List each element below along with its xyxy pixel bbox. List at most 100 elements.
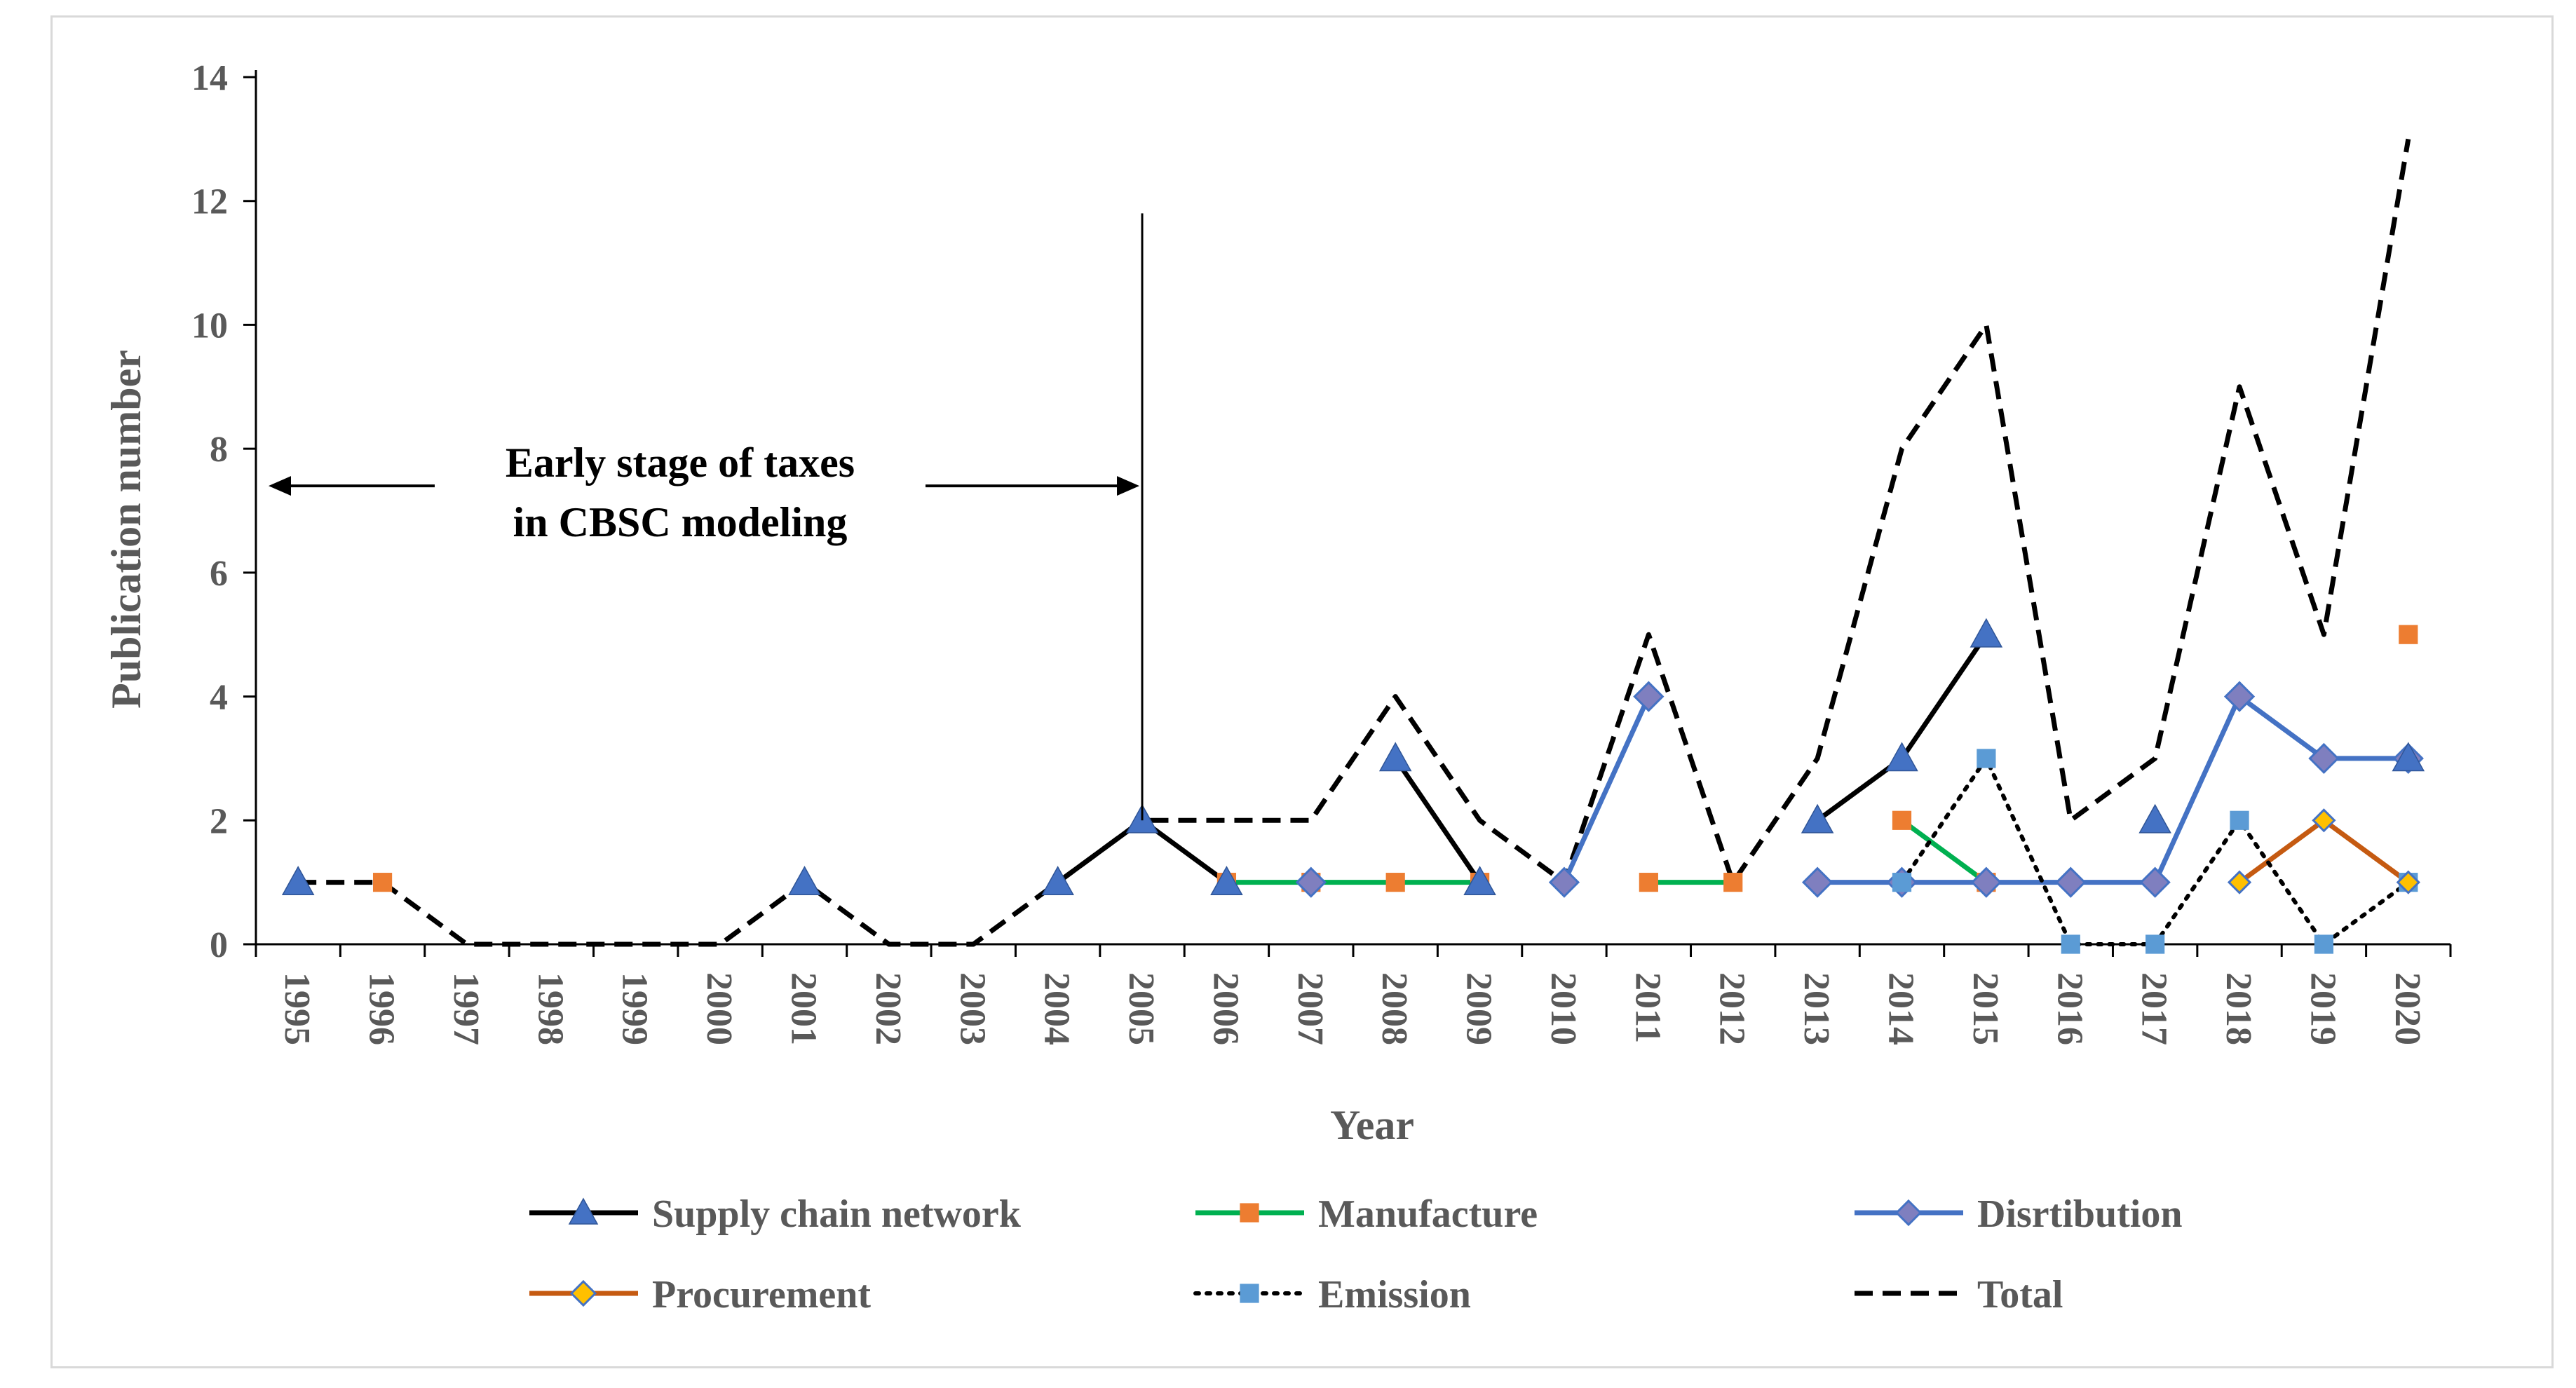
annotation-text-line2: in CBSC modeling bbox=[513, 499, 848, 545]
x-tick-label: 2009 bbox=[1459, 972, 1499, 1045]
data-point-disrtibution bbox=[2055, 866, 2087, 898]
x-tick-label: 2016 bbox=[2049, 972, 2089, 1045]
data-point-disrtibution bbox=[1633, 681, 1665, 712]
data-point-supply-chain-network bbox=[281, 866, 315, 895]
series-line-supply-chain-network bbox=[1393, 756, 1482, 884]
data-point-manufacture bbox=[1385, 873, 1405, 892]
x-tick-label: 1998 bbox=[530, 972, 570, 1045]
data-point-disrtibution bbox=[2223, 681, 2256, 712]
data-point-emission bbox=[1977, 749, 1996, 768]
x-tick-label: 2001 bbox=[784, 972, 824, 1045]
x-tick-label: 2014 bbox=[1881, 972, 1921, 1045]
legend-label-procurement: Procurement bbox=[652, 1273, 871, 1316]
series-line-supply-chain-network bbox=[1816, 633, 1988, 823]
series-line-disrtibution bbox=[1817, 694, 2408, 885]
x-tick-label: 2012 bbox=[1712, 972, 1752, 1045]
data-point-disrtibution bbox=[1548, 866, 1580, 898]
x-tick-label: 2003 bbox=[952, 972, 992, 1045]
x-tick-label: 2002 bbox=[868, 972, 908, 1045]
series-line-disrtibution bbox=[1561, 695, 1651, 884]
data-point-emission bbox=[2230, 810, 2249, 830]
data-point-supply-chain-network bbox=[1210, 866, 1243, 895]
x-tick-label: 2017 bbox=[2134, 972, 2174, 1045]
legend-label-manufacture: Manufacture bbox=[1318, 1192, 1538, 1236]
y-tick-label: 4 bbox=[210, 678, 228, 718]
legend-marker-supply-chain-network bbox=[568, 1197, 599, 1225]
data-point-emission bbox=[1892, 873, 1912, 892]
data-point-supply-chain-network bbox=[2138, 803, 2171, 834]
data-point-manufacture bbox=[372, 873, 393, 892]
data-point-manufacture bbox=[1639, 873, 1658, 892]
x-tick-label: 1999 bbox=[615, 972, 655, 1045]
data-point-manufacture bbox=[1723, 873, 1743, 892]
legend-label-supply-chain-network: Supply chain network bbox=[652, 1192, 1022, 1236]
legend-item-manufacture: Manufacture bbox=[1195, 1192, 1538, 1236]
data-point-emission bbox=[2314, 934, 2334, 954]
legend-item-emission: Emission bbox=[1193, 1273, 1471, 1316]
x-tick-label: 2013 bbox=[1796, 972, 1836, 1045]
x-tick-label: 2006 bbox=[1205, 972, 1245, 1045]
x-axis-title: Year bbox=[1330, 1102, 1414, 1148]
data-point-supply-chain-network bbox=[1463, 866, 1496, 895]
x-tick-label: 2000 bbox=[699, 972, 739, 1045]
data-point-emission bbox=[2061, 934, 2080, 954]
x-tick-label: 2011 bbox=[1627, 972, 1667, 1043]
legend-label-emission: Emission bbox=[1318, 1273, 1471, 1316]
x-tick-label: 1996 bbox=[362, 972, 402, 1045]
x-tick-label: 2005 bbox=[1121, 972, 1161, 1045]
y-tick-label: 6 bbox=[210, 554, 228, 594]
y-axis-title: Publication number bbox=[103, 350, 149, 709]
data-point-supply-chain-network bbox=[2392, 742, 2425, 772]
y-tick-label: 14 bbox=[191, 58, 228, 98]
data-point-supply-chain-network bbox=[788, 866, 821, 895]
legend-label-total: Total bbox=[1977, 1273, 2063, 1316]
x-tick-label: 2007 bbox=[1290, 972, 1330, 1045]
series-line-emission bbox=[1899, 756, 2411, 946]
y-tick-label: 10 bbox=[191, 306, 228, 346]
data-point-disrtibution bbox=[1970, 866, 2002, 898]
x-tick-label: 2020 bbox=[2387, 972, 2427, 1045]
annotation-arrowhead-left bbox=[269, 476, 291, 496]
data-point-procurement bbox=[2312, 808, 2336, 833]
data-point-supply-chain-network bbox=[1378, 742, 1412, 772]
data-point-disrtibution bbox=[1295, 866, 1327, 898]
y-tick-label: 8 bbox=[210, 430, 228, 470]
data-point-supply-chain-network bbox=[1885, 742, 1918, 772]
data-point-emission bbox=[2145, 934, 2165, 954]
data-point-disrtibution bbox=[2308, 742, 2340, 775]
data-point-disrtibution bbox=[1801, 866, 1833, 898]
series-line-total bbox=[298, 138, 2411, 947]
y-tick-label: 12 bbox=[191, 182, 228, 222]
legend-item-disrtibution: Disrtibution bbox=[1855, 1192, 2183, 1236]
legend-marker-disrtibution bbox=[1894, 1199, 1923, 1227]
data-point-procurement bbox=[2227, 870, 2252, 894]
legend-marker-manufacture bbox=[1240, 1203, 1259, 1223]
x-tick-label: 2019 bbox=[2303, 972, 2343, 1045]
data-point-manufacture bbox=[2399, 625, 2418, 644]
x-tick-label: 2008 bbox=[1374, 972, 1414, 1045]
y-tick-label: 2 bbox=[210, 801, 228, 841]
x-tick-label: 1995 bbox=[277, 972, 317, 1045]
legend-item-supply-chain-network: Supply chain network bbox=[529, 1192, 1022, 1236]
data-point-procurement bbox=[2396, 870, 2420, 894]
line-chart: 0 2 4 6 8 10 12 14 1995 1996 1997 1998 1999 2000 2001 2… bbox=[103, 58, 2452, 1316]
series-line-manufacture bbox=[1900, 818, 1988, 885]
chart-frame: 0 2 4 6 8 10 12 14 1995 1996 1997 1998 1999 2000 2001 2… bbox=[50, 15, 2554, 1368]
legend-item-total: Total bbox=[1855, 1273, 2063, 1316]
annotation-arrowhead-right bbox=[1117, 476, 1140, 496]
data-point-disrtibution bbox=[2139, 866, 2171, 898]
data-point-supply-chain-network bbox=[1970, 618, 2003, 648]
x-tick-label: 2010 bbox=[1543, 972, 1583, 1045]
data-point-manufacture bbox=[1892, 810, 1912, 830]
x-tick-label: 2004 bbox=[1037, 972, 1077, 1045]
data-point-supply-chain-network bbox=[1041, 866, 1074, 895]
legend-label-disrtibution: Disrtibution bbox=[1977, 1192, 2183, 1236]
x-tick-label: 2015 bbox=[1965, 972, 2005, 1045]
x-tick-label: 2018 bbox=[2218, 972, 2258, 1045]
legend-marker-emission bbox=[1240, 1284, 1259, 1303]
legend-marker-procurement bbox=[569, 1279, 597, 1307]
y-tick-label: 0 bbox=[210, 925, 228, 965]
annotation-text-line1: Early stage of taxes bbox=[506, 440, 855, 486]
data-point-supply-chain-network bbox=[1801, 803, 1834, 834]
legend-item-procurement: Procurement bbox=[529, 1273, 871, 1316]
